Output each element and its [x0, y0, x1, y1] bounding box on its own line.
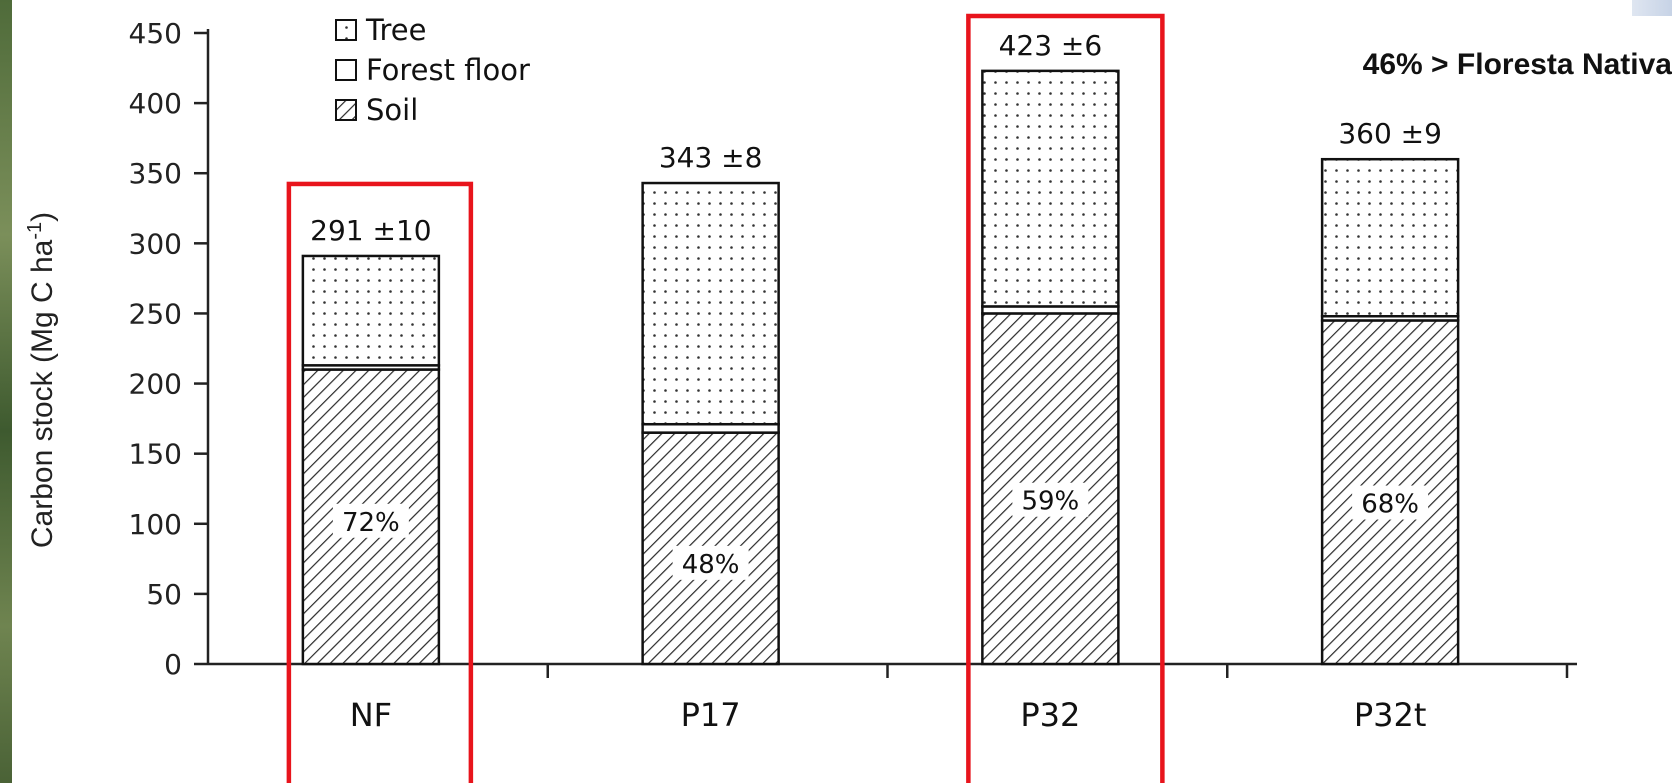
percent-label-box	[1012, 482, 1089, 517]
bar-segment-tree	[641, 181, 780, 426]
plot-area: 0 50 100 150 200 250 300 350 400 450 NF P17 P32 P32t…	[129, 17, 1577, 734]
percent-label-box	[332, 503, 409, 538]
bars	[301, 69, 1460, 666]
bar-segment-tree	[301, 254, 441, 367]
soil-percent-label: 72%	[342, 508, 400, 538]
bar-total-label: 343 ±8	[659, 141, 763, 174]
y-tick-label: 250	[129, 297, 182, 330]
legend-swatch-tree	[335, 19, 357, 41]
annotation-text: 46% > Floresta Nativa	[1363, 48, 1672, 81]
bar-segment-tree	[1320, 157, 1460, 318]
y-tick-label: 150	[129, 438, 182, 471]
y-tick-label: 0	[164, 648, 182, 681]
highlight-box-nf	[286, 181, 474, 783]
y-tick-label: 50	[146, 578, 182, 611]
y-axis-label: Carbon stock (Mg C ha-1)	[24, 212, 59, 548]
y-tick-label: 350	[129, 157, 182, 190]
soil-percent-label: 68%	[1361, 490, 1419, 520]
background-corner	[1632, 0, 1672, 16]
background-photo-strip	[0, 0, 12, 783]
legend-label: Soil	[366, 93, 418, 127]
x-tick-label: P17	[681, 696, 741, 734]
y-tick-label: 450	[129, 17, 182, 50]
x-tick-label: P32t	[1354, 696, 1427, 734]
y-tick-label: 200	[129, 368, 182, 401]
legend-label: Tree	[365, 13, 426, 47]
soil-percent-label: 59%	[1021, 487, 1079, 517]
legend-swatch-forest-floor	[335, 59, 357, 81]
legend-swatch-soil	[335, 99, 357, 121]
y-tick-label: 100	[129, 508, 182, 541]
x-tick-label: P32	[1020, 696, 1080, 734]
x-tick-label: NF	[350, 696, 392, 734]
legend: Tree Forest floor Soil	[335, 13, 530, 127]
percent-label-box	[672, 545, 749, 580]
percent-label-box	[1352, 485, 1429, 520]
y-tick-label: 400	[129, 87, 182, 120]
bar-labels: NF P17 P32 P32t 291 ±10 72% 343 ±8 48% 423 ±6 59%…	[310, 29, 1442, 734]
bar-segment-tree	[981, 69, 1120, 308]
bar-total-label: 360 ±9	[1338, 117, 1442, 150]
bar-segment-forest-floor	[641, 422, 780, 434]
bar-total-label: 291 ±10	[310, 214, 431, 247]
highlight-boxes	[286, 13, 1165, 783]
legend-label: Forest floor	[366, 53, 530, 87]
y-axis-title: Carbon stock (Mg C ha-1)	[24, 212, 59, 548]
highlight-box-p32	[966, 13, 1165, 783]
soil-percent-label: 48%	[682, 550, 740, 580]
bar-total-label: 423 ±6	[999, 29, 1103, 62]
y-tick-label: 300	[129, 227, 182, 260]
